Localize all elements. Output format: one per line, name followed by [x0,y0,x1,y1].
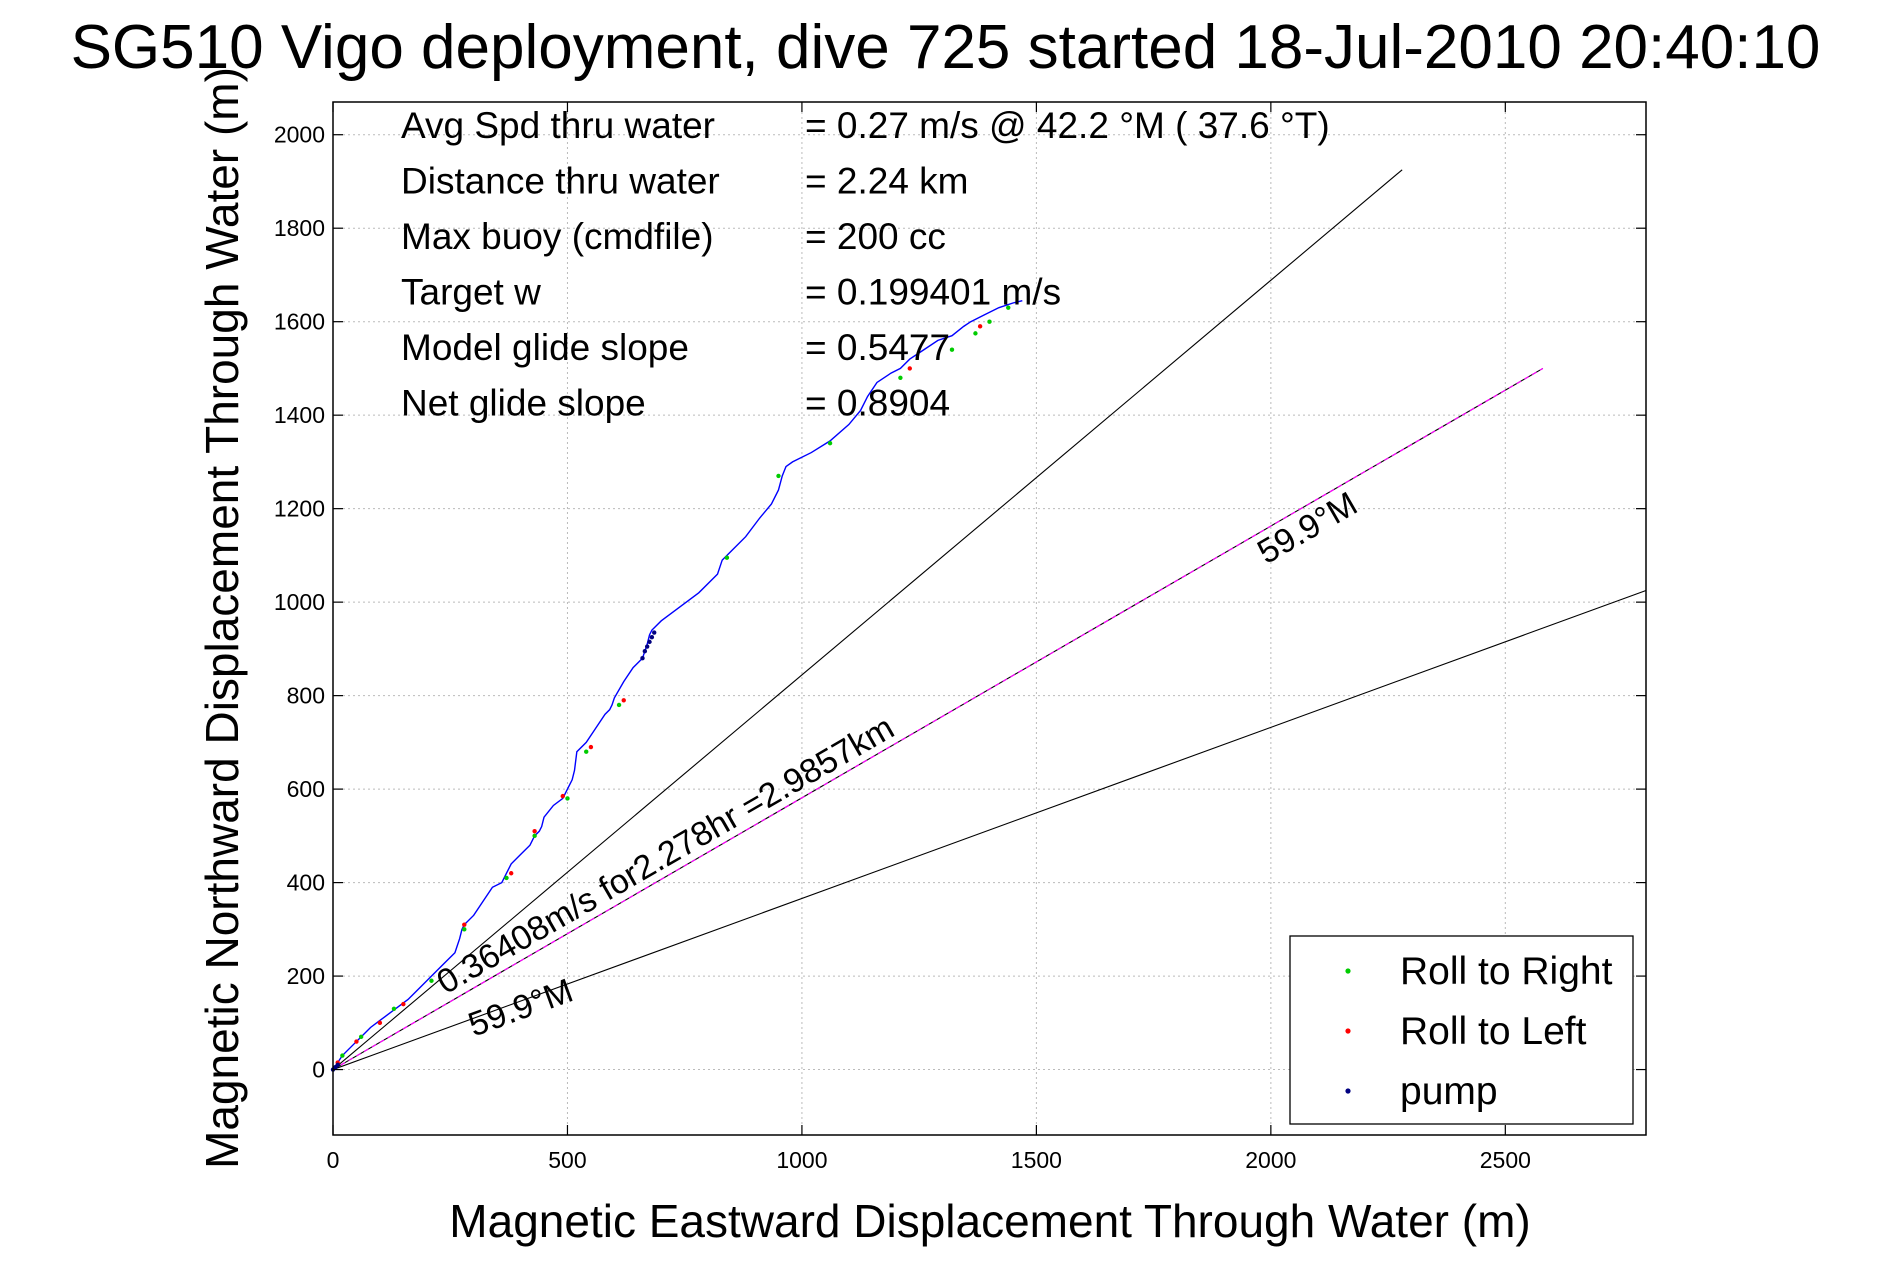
annotation-1: 0.36408m/s for2.278hr =2.9857km [431,708,901,1001]
y-tick-label: 1400 [274,402,325,428]
marker-roll-to-left [532,828,537,834]
chart-title: SG510 Vigo deployment, dive 725 started … [70,13,1821,82]
marker-pump [652,630,657,635]
marker-roll-to-left [377,1020,383,1026]
info-value: = 0.5477 [805,327,950,368]
y-tick-label: 1800 [274,215,325,241]
marker-pump [335,1062,340,1068]
marker-roll-to-right [565,796,570,801]
plot-frame [332,101,1647,1136]
data-series [332,299,1023,1070]
reference-line-course-overlay [332,367,1544,1071]
marker-roll-to-right [724,555,730,560]
x-tick-label: 1000 [776,1147,827,1173]
marker-roll-to-left [508,871,514,876]
y-tick-label: 200 [287,963,325,989]
y-tick-label: 0 [312,1057,325,1083]
info-label: Model glide slope [401,327,689,368]
marker-roll-to-right [987,319,992,324]
info-block: Avg Spd thru water = 0.27 m/s @ 42.2 °M (… [401,105,1330,424]
legend-marker-roll-to-right [1345,968,1351,974]
y-tick-label: 1000 [274,589,325,615]
y-axis-label: Magnetic Northward Displacement Through … [196,67,248,1169]
info-label: Net glide slope [401,383,646,424]
marker-roll-to-right [827,441,833,446]
x-tick-label: 500 [548,1147,586,1173]
marker-roll-to-right [973,331,978,336]
legend-label-roll-to-left: Roll to Left [1400,1010,1587,1053]
data-markers [330,305,1011,1072]
info-label: Distance thru water [401,161,720,202]
marker-pump [644,644,650,649]
legend-marker-roll-to-left [1345,1028,1351,1034]
annotations: 59.9°M0.36408m/s for2.278hr =2.9857km59.… [431,485,1364,1045]
y-tick-label: 2000 [274,122,325,148]
marker-roll-to-left [621,698,626,703]
marker-roll-to-left [462,922,467,927]
info-value: = 0.27 m/s @ 42.2 °M ( 37.6 °T) [805,105,1330,146]
marker-roll-to-left [977,324,983,329]
marker-roll-to-left [588,744,594,750]
x-tick-label: 2000 [1245,1147,1296,1173]
marker-pump [642,649,648,654]
marker-roll-to-right [340,1053,345,1058]
x-tick-label: 1500 [1011,1147,1062,1173]
marker-roll-to-right [358,1034,364,1040]
marker-roll-to-right [391,1006,397,1011]
marker-roll-to-right [616,702,622,708]
marker-pump [649,634,655,640]
x-tick-label: 2500 [1480,1147,1531,1173]
info-label: Target w [401,272,541,313]
marker-roll-to-left [560,793,565,799]
reference-line-upper-bound [332,169,1403,1070]
info-value: = 0.199401 m/s [805,272,1061,313]
info-value: = 0.8904 [805,383,950,424]
marker-roll-to-right [462,927,467,932]
y-tick-label: 1600 [274,309,325,335]
y-tick-label: 600 [287,776,325,802]
legend-label-pump: pump [1400,1070,1498,1113]
marker-roll-to-right [1006,305,1011,310]
marker-roll-to-right [898,375,903,380]
legend-label-roll-to-right: Roll to Right [1400,950,1613,993]
series-line-track [332,299,1023,1070]
reference-line-lower-bound [332,589,1647,1071]
marker-roll-to-left [354,1039,359,1044]
annotation-0: 59.9°M [1251,485,1364,572]
marker-roll-to-right [776,473,781,479]
info-value: = 200 cc [805,216,946,257]
info-label: Avg Spd thru water [401,105,715,146]
marker-roll-to-left [401,1001,406,1007]
marker-roll-to-left [907,366,912,371]
marker-roll-to-right [429,978,434,983]
x-tick-label: 0 [327,1147,340,1173]
marker-pump [640,656,645,661]
y-tick-label: 400 [287,870,325,896]
y-tick-label: 800 [287,683,325,709]
legend: Roll to Right Roll to Left pump [1289,935,1634,1125]
x-axis-label: Magnetic Eastward Displacement Through W… [449,1195,1530,1247]
axis-ticks: 0 500 1000 1500 2000 2500 0 200 400 600 800 1000 120… [274,102,1646,1173]
reference-lines [332,169,1647,1071]
info-value: = 2.24 km [805,161,969,202]
y-tick-label: 1200 [274,496,325,522]
marker-roll-to-right [504,875,509,881]
legend-marker-pump [1345,1088,1351,1094]
marker-roll-to-right [584,749,589,754]
marker-roll-to-right [532,833,537,839]
marker-roll-to-right [949,347,955,352]
marker-pump [647,639,652,645]
info-label: Max buoy (cmdfile) [401,216,714,257]
